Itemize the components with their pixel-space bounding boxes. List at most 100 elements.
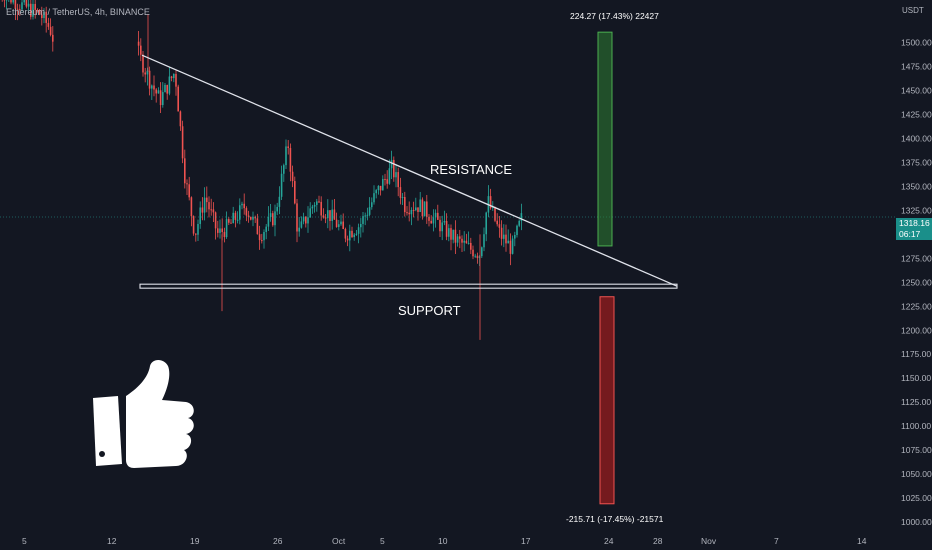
candle-body [450, 228, 452, 240]
candle-body [313, 204, 316, 207]
candle-body [335, 219, 338, 227]
candle-body [16, 8, 19, 10]
candle-body [509, 240, 512, 254]
thumb-cuff [93, 396, 122, 466]
price-tick-label: 1425.00 [901, 110, 932, 120]
candle-body [276, 206, 278, 212]
candle-body [406, 212, 408, 214]
resistance-line[interactable] [141, 54, 678, 287]
candle-body [485, 212, 487, 235]
candle-body [287, 146, 289, 149]
price-tick-label: 1325.00 [901, 205, 932, 215]
candle-body [148, 70, 151, 89]
candle-body [390, 159, 393, 169]
candle-body [305, 216, 307, 224]
candle-body [236, 219, 239, 221]
candle-body [177, 86, 179, 112]
candle-body [507, 240, 509, 244]
candle-body [518, 220, 520, 226]
candle-body [272, 213, 274, 226]
candle-body [445, 220, 448, 237]
candle-body [474, 255, 476, 257]
loss-range-box[interactable] [599, 296, 615, 505]
thumbs-up-icon [88, 356, 198, 491]
candle-body [481, 247, 483, 257]
candle-body [360, 223, 362, 228]
gain-range-box[interactable] [597, 31, 613, 247]
candle-body [351, 230, 353, 238]
candle-body [377, 185, 380, 191]
candle-body [159, 90, 162, 106]
candle-body [503, 234, 505, 239]
candle-body [494, 207, 496, 221]
candle-body [342, 221, 344, 229]
candle-body [382, 179, 384, 191]
candle-body [511, 238, 514, 254]
candle-body [322, 215, 325, 218]
candle-body [247, 215, 250, 217]
loss-range-label: -215.71 (-17.45%) -21571 [566, 514, 664, 524]
candle-body [395, 172, 397, 178]
candle-body [318, 201, 320, 203]
candle-body [384, 179, 386, 181]
candle-body [421, 199, 424, 217]
candle-body [448, 228, 450, 237]
candle-body [434, 212, 437, 218]
candle-body [364, 215, 366, 217]
candle-body [371, 202, 373, 208]
price-tick-label: 1500.00 [901, 38, 932, 48]
candle-body [214, 212, 217, 229]
candle-body [221, 228, 223, 233]
candle-body [30, 3, 32, 17]
candle-body [269, 213, 272, 218]
candle-body [430, 220, 432, 224]
price-tick-label: 1275.00 [901, 253, 932, 263]
candle-body [239, 205, 241, 220]
candle-body [505, 234, 507, 244]
price-tick-label: 1150.00 [901, 373, 931, 383]
candle-body [181, 126, 184, 159]
candle-body [415, 207, 417, 211]
candle-body [307, 217, 309, 224]
candle-body [373, 193, 375, 203]
support-line[interactable] [139, 283, 678, 289]
price-tick-label: 1175.00 [901, 349, 931, 359]
candle-body [465, 240, 468, 244]
candle-body [329, 210, 331, 221]
price-tick-label: 1475.00 [901, 62, 932, 72]
candle-body [443, 220, 446, 223]
time-tick-label: 14 [857, 536, 867, 546]
candle-body [230, 222, 232, 224]
candle-body [500, 227, 503, 239]
resistance-label: RESISTANCE [430, 162, 512, 177]
candle-body [157, 90, 160, 94]
candle-body [278, 196, 281, 207]
time-tick-label: 5 [22, 536, 27, 546]
support-label: SUPPORT [398, 303, 461, 318]
candle-body [439, 219, 441, 232]
candle-body [49, 26, 52, 35]
candle-body [195, 233, 197, 235]
candle-body [197, 223, 199, 235]
time-tick-label: 7 [774, 536, 779, 546]
candle-body [463, 240, 465, 243]
candle-body [203, 197, 206, 213]
candle-body [492, 207, 494, 209]
candle-body [206, 197, 208, 203]
candle-body [155, 89, 157, 94]
candle-body [283, 165, 285, 174]
candle-body [393, 159, 395, 178]
candle-body [404, 197, 406, 213]
candle-body [184, 158, 186, 184]
price-tick-label: 1225.00 [901, 301, 932, 311]
candle-body [274, 211, 276, 226]
candle-body [355, 233, 358, 235]
candle-body [170, 76, 173, 79]
candle-body [19, 9, 21, 11]
candle-body [459, 236, 461, 239]
candle-body [140, 45, 142, 55]
time-tick-label: 12 [107, 536, 117, 546]
candle-body [408, 212, 410, 215]
candle-body [228, 219, 230, 223]
